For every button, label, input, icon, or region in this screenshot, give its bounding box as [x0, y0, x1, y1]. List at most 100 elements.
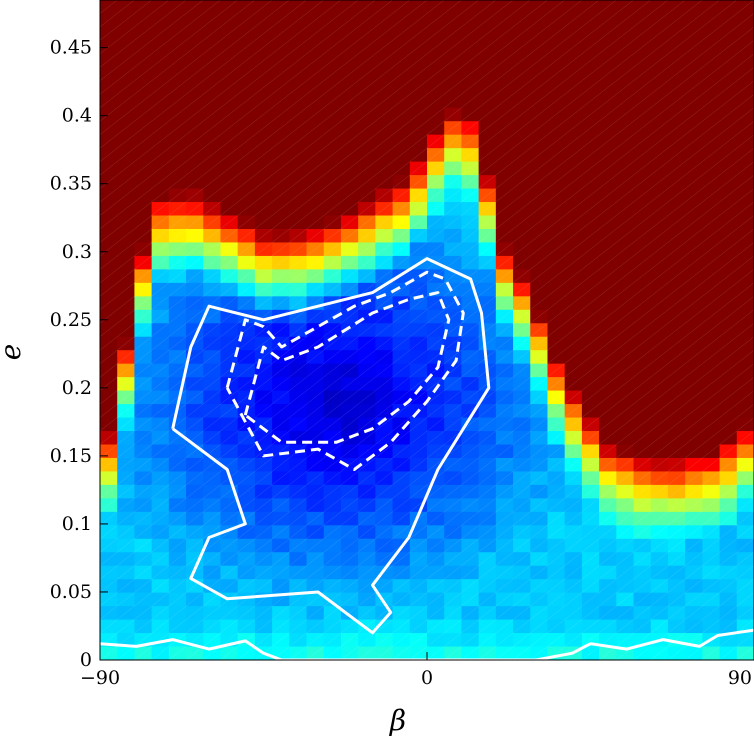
heatmap-cell: [168, 350, 187, 365]
heatmap-cell: [237, 242, 256, 257]
heatmap-cell: [736, 309, 754, 324]
heatmap-cell: [203, 579, 222, 594]
heatmap-cell: [685, 296, 703, 311]
heatmap-cell: [289, 282, 308, 297]
mesh-line: [0, 0, 754, 660]
heatmap-cell: [272, 269, 290, 284]
heatmap-cell: [461, 134, 480, 149]
heatmap-cell: [392, 282, 411, 297]
heatmap-cell: [685, 336, 703, 351]
mesh-line: [478, 444, 754, 660]
mesh-line: [0, 0, 582, 660]
heatmap-cell: [702, 67, 721, 82]
heatmap-cell: [530, 323, 549, 338]
heatmap-cell: [100, 336, 118, 351]
heatmap-cell: [685, 525, 703, 540]
heatmap-cell: [186, 40, 204, 55]
heatmap-cell: [306, 161, 325, 176]
heatmap-cell: [358, 606, 376, 621]
heatmap-cell: [547, 457, 566, 473]
heatmap-cell: [203, 26, 222, 42]
heatmap-cell: [719, 565, 738, 580]
heatmap-cell: [186, 511, 204, 526]
heatmap-cell: [650, 579, 669, 594]
heatmap-cell: [736, 323, 754, 338]
heatmap-cell: [461, 471, 480, 486]
heatmap-cell: [168, 67, 187, 82]
heatmap-cell: [203, 633, 222, 648]
heatmap-cell: [667, 67, 686, 82]
heatmap-cell: [254, 202, 273, 217]
heatmap-cell: [358, 457, 376, 473]
heatmap-cell: [168, 565, 187, 580]
heatmap-cell: [289, 13, 308, 28]
heatmap-cell: [134, 282, 153, 297]
heatmap-cell: [685, 484, 703, 499]
heatmap-cell: [633, 417, 652, 432]
heatmap-cell: [478, 484, 497, 499]
heatmap-cell: [254, 484, 273, 499]
heatmap-cell: [495, 228, 514, 244]
heatmap-cell: [581, 282, 600, 297]
mesh-line: [0, 0, 496, 660]
heatmap-cell: [203, 80, 222, 95]
heatmap-cell: [667, 552, 686, 567]
heatmap-cell: [633, 161, 652, 176]
heatmap-cell: [478, 255, 497, 270]
heatmap-cell: [581, 228, 600, 244]
heatmap-cell: [427, 80, 445, 95]
heatmap-cell: [581, 377, 600, 392]
heatmap-cell: [702, 377, 721, 392]
heatmap-cell: [513, 175, 531, 190]
heatmap-cell: [323, 121, 342, 136]
heatmap-cell: [719, 552, 738, 567]
heatmap-cell: [478, 67, 497, 82]
heatmap-cell: [667, 592, 686, 607]
heatmap-cell: [237, 255, 256, 270]
heatmap-cell: [633, 188, 652, 203]
heatmap-cell: [134, 228, 153, 244]
heatmap-cell: [702, 484, 721, 499]
heatmap-cell: [650, 350, 669, 365]
heatmap-cell: [220, 269, 239, 284]
heatmap-cell: [289, 565, 308, 580]
heatmap-cell: [409, 40, 428, 55]
heatmap-cell: [547, 525, 566, 540]
heatmap-cell: [134, 431, 153, 446]
contour-dashed: [243, 291, 451, 444]
heatmap-cell: [323, 148, 342, 163]
heatmap-cell: [151, 525, 170, 540]
heatmap-cell: [203, 511, 222, 526]
heatmap-cell: [220, 296, 239, 311]
heatmap-cell: [736, 484, 754, 499]
heatmap-cell: [168, 148, 187, 163]
heatmap-cell: [495, 53, 514, 68]
heatmap-cell: [667, 525, 686, 540]
heatmap-cell: [306, 619, 325, 634]
heatmap-cell: [650, 525, 669, 540]
heatmap-cell: [168, 309, 187, 324]
heatmap-cell: [547, 296, 566, 311]
heatmap-cell: [409, 444, 428, 459]
heatmap-cell: [203, 215, 222, 230]
heatmap-cell: [186, 282, 204, 297]
heatmap-cell: [100, 417, 118, 432]
heatmap-cell: [685, 107, 703, 122]
heatmap-cell: [220, 619, 239, 634]
heatmap-cell: [461, 215, 480, 230]
heatmap-cell: [564, 13, 583, 28]
mesh-line: [254, 269, 754, 660]
heatmap-cell: [100, 80, 118, 95]
heatmap-cell: [650, 404, 669, 419]
heatmap-cell: [495, 282, 514, 297]
heatmap-cell: [375, 269, 394, 284]
heatmap-cell: [564, 188, 583, 203]
heatmap-cell: [685, 404, 703, 419]
heatmap-cell: [495, 26, 514, 42]
x-tick-label: 90: [728, 667, 752, 689]
heatmap-cell: [702, 107, 721, 122]
heatmap-cell: [530, 633, 549, 648]
heatmap-cell: [203, 134, 222, 149]
heatmap-cell: [358, 646, 376, 660]
heatmap-cell: [151, 511, 170, 526]
